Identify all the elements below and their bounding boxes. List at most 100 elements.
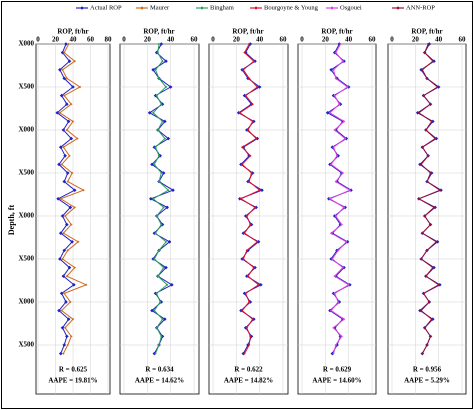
data-point	[65, 102, 69, 106]
data-point	[329, 163, 333, 166]
data-point	[156, 274, 160, 278]
data-point	[342, 120, 346, 123]
data-point	[60, 50, 65, 55]
data-point	[63, 153, 67, 158]
data-point	[333, 274, 336, 278]
data-point	[158, 300, 162, 304]
data-point	[77, 240, 80, 243]
x-tick-label: 0	[300, 36, 304, 44]
data-point	[422, 94, 425, 97]
x-tick-label: 40	[435, 36, 443, 44]
data-point	[65, 128, 69, 132]
data-point	[164, 59, 168, 63]
data-point	[66, 343, 69, 347]
data-point	[240, 145, 244, 149]
data-point	[58, 257, 62, 261]
x-tick-label: 20	[322, 36, 330, 44]
data-point	[66, 317, 71, 321]
data-point	[348, 188, 352, 192]
data-point	[249, 154, 252, 157]
data-point	[430, 317, 433, 321]
data-point	[428, 300, 431, 304]
data-point	[342, 317, 346, 321]
data-point	[256, 85, 259, 89]
x-tick-label: 20	[144, 36, 152, 44]
data-point	[421, 352, 424, 355]
x-tick-label: 60	[87, 36, 95, 44]
y-tick-label: X500	[18, 341, 34, 349]
data-point	[68, 154, 71, 157]
data-point	[251, 102, 254, 106]
data-point	[56, 196, 60, 201]
data-point	[60, 325, 65, 330]
data-point	[419, 309, 423, 312]
data-point	[258, 188, 261, 192]
data-point	[153, 163, 156, 166]
annotation: AAPE = 14.82%	[224, 377, 273, 385]
data-point	[167, 188, 170, 192]
data-point	[66, 180, 69, 183]
data-point	[70, 335, 73, 338]
data-point	[426, 154, 430, 157]
legend-label: Osgouei	[340, 4, 362, 11]
data-point	[160, 171, 163, 175]
data-point	[247, 300, 251, 304]
data-point	[155, 94, 158, 97]
data-point	[257, 283, 260, 286]
data-point	[338, 102, 341, 106]
data-point	[341, 59, 345, 63]
x-tick-label: 40	[256, 36, 264, 44]
data-point	[242, 68, 245, 71]
data-point	[249, 335, 252, 338]
data-point	[336, 300, 340, 304]
data-point	[246, 128, 250, 132]
data-point	[164, 85, 168, 89]
data-point	[429, 335, 432, 338]
x-tick-label: 40	[70, 36, 78, 44]
data-point	[429, 102, 432, 106]
data-point	[417, 111, 421, 114]
data-point	[345, 240, 348, 243]
data-point	[62, 231, 65, 235]
data-point	[419, 257, 423, 261]
data-point	[437, 283, 440, 286]
data-point	[334, 214, 338, 218]
data-point	[257, 85, 262, 89]
data-point	[63, 292, 66, 295]
data-point	[240, 163, 244, 166]
x-tick-label: 20	[233, 36, 241, 44]
data-point	[424, 128, 428, 132]
data-point	[329, 309, 333, 312]
data-point	[435, 240, 438, 243]
data-point	[335, 154, 339, 157]
data-point	[329, 67, 333, 72]
data-point	[76, 137, 79, 140]
data-point	[151, 67, 155, 72]
data-point	[155, 214, 158, 218]
data-point	[58, 67, 62, 72]
data-point	[254, 137, 258, 140]
data-point	[243, 51, 246, 54]
data-point	[168, 85, 173, 89]
data-point	[58, 351, 63, 356]
x-tick-label: 0	[36, 36, 40, 44]
data-point	[171, 188, 175, 192]
data-point	[331, 257, 334, 261]
data-point	[149, 196, 153, 201]
data-point	[164, 240, 168, 243]
x-tick-label: 20	[52, 36, 60, 44]
data-point	[164, 265, 168, 270]
data-point	[65, 77, 69, 80]
data-point	[62, 179, 67, 184]
legend-label: Bingham	[210, 4, 234, 11]
data-point	[157, 249, 161, 252]
data-point	[166, 136, 171, 141]
data-point	[244, 292, 247, 295]
data-point	[245, 326, 249, 329]
data-point	[73, 206, 76, 209]
annotation: R = 0.956	[413, 366, 442, 374]
legend-swatch	[140, 6, 144, 10]
y-axis-label: Depth, ft	[7, 205, 16, 236]
data-point	[147, 110, 152, 115]
data-point	[157, 42, 161, 46]
